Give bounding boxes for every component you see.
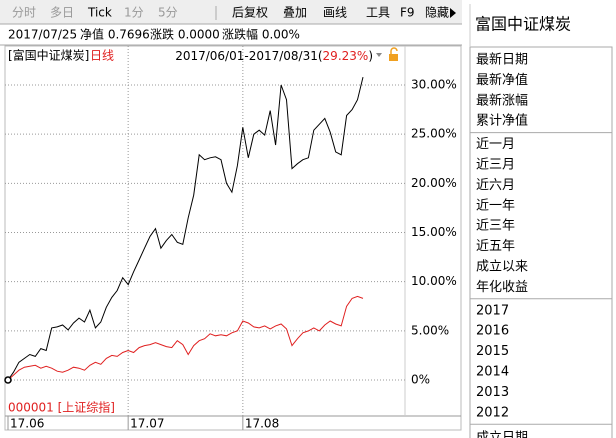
panel-item[interactable]: 成立以来 [476,260,528,275]
x-tick-label: 17.06 [10,417,44,431]
series-line [7,295,364,381]
panel-item[interactable]: 近三年 [476,219,515,234]
series-line [7,76,364,381]
toolbar-button[interactable]: 叠加 [283,6,307,20]
panel-item[interactable]: 最新净值 [476,72,528,88]
overlay-legend: 000001 [上证综指] [8,400,115,415]
y-tick-label: 25.00% [411,127,457,141]
toolbar-button[interactable]: 多日 [50,6,74,20]
toolbar-button[interactable]: F9 [400,6,415,20]
y-tick-label: 30.00% [411,77,457,91]
panel-title: 富国中证煤炭 [475,15,571,34]
panel-item[interactable]: 2016 [476,324,509,339]
range-prefix-text: 2017/06/01-2017/08/31( [175,49,322,63]
toolbar-button[interactable]: 工具 [366,6,390,20]
panel-frame [469,46,613,438]
panel-item[interactable]: 近一年 [476,198,515,213]
range-prefix: 2017/06/01-2017/08/31(29.23%) [175,49,373,63]
toolbar [0,0,462,24]
expand-arrow[interactable] [450,8,456,18]
panel-item[interactable]: 近三月 [476,158,515,173]
y-tick-label: 15.00% [411,225,457,239]
toolbar-button[interactable]: 后复权 [232,6,268,20]
range-change: 29.23% [323,49,369,63]
toolbar-button[interactable]: 5分 [158,6,178,20]
lock-shackle [390,47,398,54]
start-marker [4,376,12,384]
panel-item[interactable]: 成立日期 [476,431,528,438]
y-tick-label: 5.00% [411,323,449,337]
chart-frame [4,45,462,431]
panel-item[interactable]: 累计净值 [476,113,528,129]
panel-item[interactable]: 最新日期 [476,52,528,68]
info-item: 净值 0.7696 [80,27,150,42]
panel-item[interactable]: 近六月 [476,178,515,193]
panel-item[interactable]: 2017 [476,303,509,318]
lock-body [389,54,398,61]
panel-item[interactable]: 2013 [476,385,509,400]
panel-item[interactable]: 年化收益 [476,280,528,295]
toolbar-button[interactable]: Tick [87,6,112,20]
toolbar-button[interactable]: 1分 [124,6,144,20]
panel-item[interactable]: 2014 [476,365,509,380]
lock-icon[interactable] [389,47,398,61]
panel-item[interactable]: 2015 [476,344,509,359]
series-title: [富国中证煤炭] [8,48,89,63]
panel-item[interactable]: 近一月 [476,137,515,152]
period-label: 日线 [90,49,114,63]
panel-item[interactable]: 近五年 [476,239,515,254]
y-tick-label: 20.00% [411,176,457,190]
y-tick-label: 0% [411,373,430,387]
panel-item[interactable]: 2012 [476,405,509,420]
panel-item[interactable]: 最新涨幅 [476,92,528,108]
info-item: 涨跌 0.0000 [150,27,220,42]
range-suffix: ) [368,49,373,63]
range-dropdown[interactable] [376,53,382,57]
y-tick-label: 10.00% [411,274,457,288]
toolbar-button[interactable]: 分时 [12,6,36,20]
info-item: 涨跌幅 0.00% [222,27,300,42]
x-tick-label: 17.08 [245,417,279,431]
x-tick-label: 17.07 [130,417,164,431]
toolbar-button[interactable]: 隐藏 [425,6,449,20]
info-item: 2017/07/25 [8,28,77,42]
panel-header [470,4,612,44]
toolbar-button[interactable]: 画线 [323,6,347,20]
